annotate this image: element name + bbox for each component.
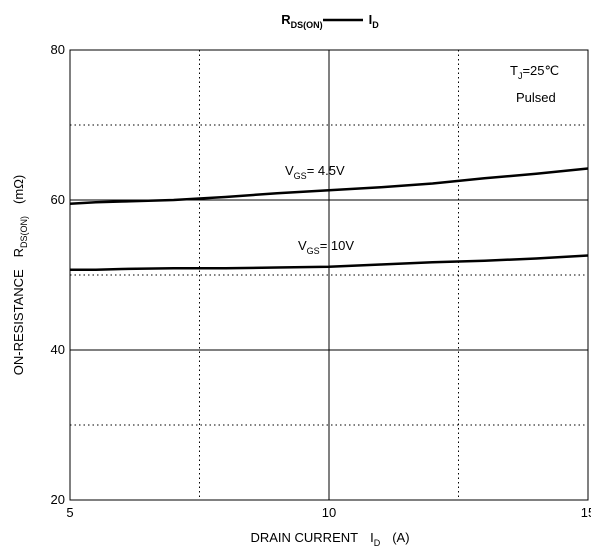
text-part: Pulsed	[516, 90, 556, 105]
y-tick-label: 60	[51, 192, 65, 207]
text-part: R	[281, 12, 291, 27]
series-line	[70, 254, 589, 271]
text-part: I	[369, 12, 373, 27]
annotation: TJ=25℃	[510, 63, 559, 81]
text-part: J	[518, 71, 523, 81]
annotation: Pulsed	[516, 90, 556, 105]
text-part: V	[298, 238, 307, 253]
text-part: DS(ON)	[291, 20, 323, 30]
text-part: I	[370, 530, 374, 545]
text-part: = 4.5V	[307, 163, 345, 178]
text-part: DRAIN CURRENT	[250, 530, 358, 545]
y-axis-label: ON-RESISTANCE RDS(ON) (mΩ)	[11, 175, 29, 376]
y-tick-label: 40	[51, 342, 65, 357]
text-part: = 10V	[320, 238, 355, 253]
text-part: V	[285, 163, 294, 178]
text-part: (A)	[392, 530, 409, 545]
text-part: GS	[307, 246, 320, 256]
y-tick-label: 20	[51, 492, 65, 507]
x-tick-label: 5	[66, 505, 73, 520]
text-part: DS(ON)	[19, 216, 29, 248]
annotation: VGS= 4.5V	[285, 163, 345, 181]
text-part: GS	[294, 171, 307, 181]
text-part: T	[510, 63, 518, 78]
series-line	[69, 167, 589, 205]
text-part: D	[374, 538, 381, 548]
annotation: VGS= 10V	[298, 238, 354, 256]
x-tick-label: 10	[322, 505, 336, 520]
text-part: D	[372, 20, 379, 30]
text-part: (mΩ)	[11, 175, 26, 204]
text-part: R	[11, 248, 26, 257]
chart-title: RDS(ON) ID	[281, 12, 379, 30]
text-part: =25℃	[522, 63, 559, 78]
y-tick-label: 80	[51, 42, 65, 57]
x-axis-label: DRAIN CURRENT ID (A)	[250, 530, 409, 548]
x-tick-label: 15	[581, 505, 591, 520]
text-part: ON-RESISTANCE	[11, 269, 26, 375]
plot-frame	[69, 49, 589, 501]
